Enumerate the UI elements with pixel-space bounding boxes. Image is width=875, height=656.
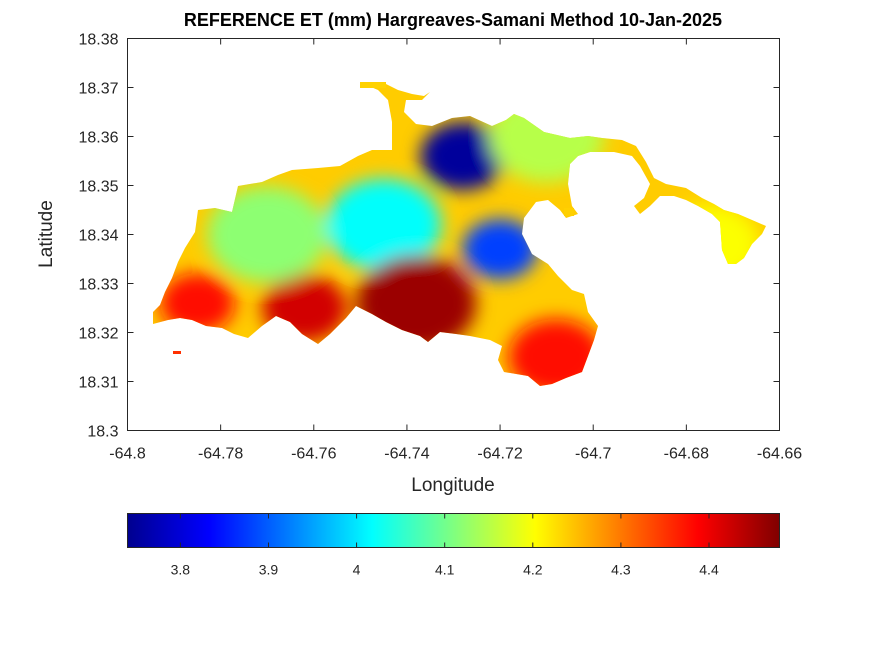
- colorbar-tick-label: 3.8: [171, 562, 191, 578]
- chart-title: REFERENCE ET (mm) Hargreaves-Samani Meth…: [184, 10, 722, 30]
- x-axis: -64.8 -64.78 -64.76 -64.74 -64.72 -64.7 -64.68…: [109, 38, 802, 463]
- y-tick-label: 18.35: [78, 179, 118, 196]
- y-tick-label: 18.34: [78, 228, 118, 245]
- y-axis-label: Latitude: [36, 200, 57, 268]
- colorbar-tick-label: 4.1: [435, 562, 455, 578]
- x-tick-label: -64.74: [384, 446, 429, 463]
- islet-west: [173, 351, 181, 354]
- y-axis: 18.3 18.31 18.32 18.33 18.34 18.35 18.36 18.37 1…: [78, 32, 780, 441]
- y-tick-label: 18.38: [78, 32, 118, 49]
- y-tick-label: 18.37: [78, 81, 118, 98]
- x-tick-label: -64.72: [477, 446, 522, 463]
- colorbar-tick-label: 4.4: [699, 562, 719, 578]
- heat-blob: [420, 122, 506, 191]
- islet-north-tip: [360, 82, 386, 88]
- x-tick-label: -64.76: [291, 446, 336, 463]
- y-tick-label: 18.33: [78, 277, 118, 294]
- colorbar: [127, 513, 780, 548]
- colorbar-tick-label: 4: [353, 562, 361, 578]
- x-tick-label: -64.7: [575, 446, 612, 463]
- heat-blob: [326, 178, 442, 271]
- colorbar-tick-label: 4.3: [611, 562, 631, 578]
- colorbar-tick-label: 4.2: [523, 562, 543, 578]
- heat-blob: [159, 273, 235, 334]
- x-tick-label: -64.68: [664, 446, 709, 463]
- x-tick-label: -64.8: [109, 446, 146, 463]
- heat-blob: [207, 186, 328, 283]
- x-axis-label: Longitude: [411, 475, 494, 496]
- y-tick-label: 18.3: [87, 424, 118, 441]
- y-tick-label: 18.36: [78, 130, 118, 147]
- y-tick-label: 18.32: [78, 326, 118, 343]
- islet-east-dot: [564, 208, 574, 216]
- x-tick-label: -64.78: [198, 446, 243, 463]
- y-tick-label: 18.31: [78, 375, 118, 392]
- x-tick-label: -64.66: [757, 446, 802, 463]
- colorbar-ticks: 3.8 3.9 4 4.1 4.2 4.3 4.4: [171, 513, 719, 578]
- colorbar-tick-label: 3.9: [259, 562, 279, 578]
- heat-blob: [462, 219, 538, 280]
